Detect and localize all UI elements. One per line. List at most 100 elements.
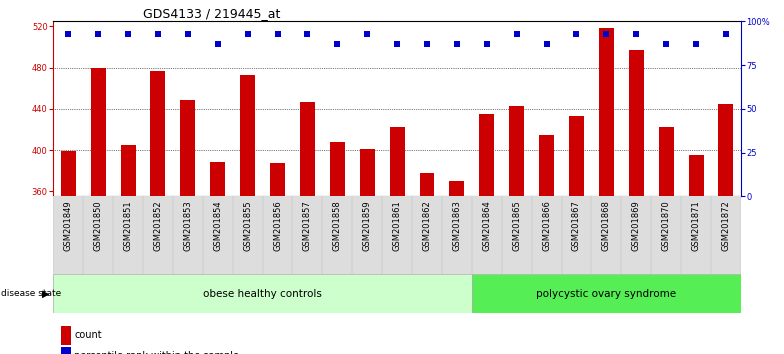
Bar (203, 196, 233, 274)
Bar (688, 155, 703, 196)
Text: GSM201868: GSM201868 (602, 200, 611, 251)
Text: count: count (74, 330, 102, 340)
Text: GSM201862: GSM201862 (423, 200, 431, 251)
Bar (591, 196, 621, 274)
Point (720, 31, 732, 36)
Bar (419, 173, 434, 196)
Bar (83, 196, 113, 274)
Bar (659, 127, 673, 196)
Bar (599, 28, 614, 196)
Bar (412, 196, 442, 274)
Bar (151, 71, 165, 196)
Bar (539, 135, 554, 196)
Point (421, 41, 434, 47)
Point (690, 41, 702, 47)
Text: GSM201852: GSM201852 (154, 200, 162, 251)
Bar (382, 196, 412, 274)
Text: GSM201857: GSM201857 (303, 200, 312, 251)
Text: percentile rank within the sample: percentile rank within the sample (74, 352, 239, 354)
Text: GSM201855: GSM201855 (243, 200, 252, 251)
Point (92, 31, 104, 36)
Text: ▶: ▶ (42, 289, 49, 299)
Bar (173, 196, 203, 274)
Bar (53, 274, 472, 313)
Bar (61, 151, 76, 196)
Bar (233, 196, 263, 274)
Point (331, 41, 343, 47)
Point (600, 31, 612, 36)
Text: GSM201871: GSM201871 (691, 200, 701, 251)
Bar (652, 196, 681, 274)
Point (151, 31, 164, 36)
Point (122, 31, 134, 36)
Text: obese healthy controls: obese healthy controls (203, 289, 322, 299)
Bar (681, 196, 711, 274)
Text: GSM201867: GSM201867 (572, 200, 581, 251)
Point (241, 31, 254, 36)
Text: GSM201853: GSM201853 (183, 200, 192, 251)
Bar (711, 196, 741, 274)
Point (481, 41, 493, 47)
Bar (322, 196, 352, 274)
Bar (210, 162, 225, 196)
Text: GSM201851: GSM201851 (124, 200, 132, 251)
Text: GSM201854: GSM201854 (213, 200, 222, 251)
Bar (449, 181, 464, 196)
Point (271, 31, 284, 36)
Bar (442, 196, 472, 274)
Bar (621, 196, 652, 274)
Point (570, 31, 583, 36)
Bar (300, 102, 315, 196)
Text: GSM201858: GSM201858 (332, 200, 342, 251)
Text: GSM201849: GSM201849 (64, 200, 73, 251)
Bar (330, 142, 345, 196)
Bar (240, 75, 255, 196)
Bar (113, 196, 143, 274)
Point (540, 41, 553, 47)
Text: GSM201864: GSM201864 (482, 200, 492, 251)
Text: GSM201870: GSM201870 (662, 200, 670, 251)
Bar (718, 104, 733, 196)
Text: GSM201865: GSM201865 (512, 200, 521, 251)
Point (510, 31, 523, 36)
Text: GDS4133 / 219445_at: GDS4133 / 219445_at (143, 7, 280, 20)
Bar (479, 114, 494, 196)
Bar (91, 68, 106, 196)
Bar (121, 145, 136, 196)
Text: GSM201859: GSM201859 (363, 200, 372, 251)
Text: GSM201856: GSM201856 (273, 200, 282, 251)
Point (390, 41, 403, 47)
Point (660, 41, 673, 47)
Bar (472, 196, 502, 274)
Point (182, 31, 194, 36)
Bar (390, 127, 405, 196)
Bar (180, 99, 195, 196)
Bar (629, 50, 644, 196)
Text: GSM201866: GSM201866 (542, 200, 551, 251)
Bar (270, 164, 285, 196)
Point (451, 41, 463, 47)
Bar (360, 149, 375, 196)
Point (361, 31, 373, 36)
Bar (53, 196, 83, 274)
Text: GSM201861: GSM201861 (393, 200, 401, 251)
Bar (472, 274, 741, 313)
Bar (561, 196, 591, 274)
Text: polycystic ovary syndrome: polycystic ovary syndrome (536, 289, 677, 299)
Text: GSM201872: GSM201872 (721, 200, 731, 251)
Bar (352, 196, 382, 274)
Bar (143, 196, 173, 274)
Point (630, 31, 643, 36)
Bar (263, 196, 292, 274)
Point (301, 31, 314, 36)
Point (212, 41, 224, 47)
Bar (509, 106, 524, 196)
Text: GSM201863: GSM201863 (452, 200, 462, 251)
Bar (569, 116, 584, 196)
Text: disease state: disease state (1, 289, 61, 298)
Bar (532, 196, 561, 274)
Point (62, 31, 74, 36)
Bar (292, 196, 322, 274)
Text: GSM201850: GSM201850 (93, 200, 103, 251)
Text: GSM201869: GSM201869 (632, 200, 641, 251)
